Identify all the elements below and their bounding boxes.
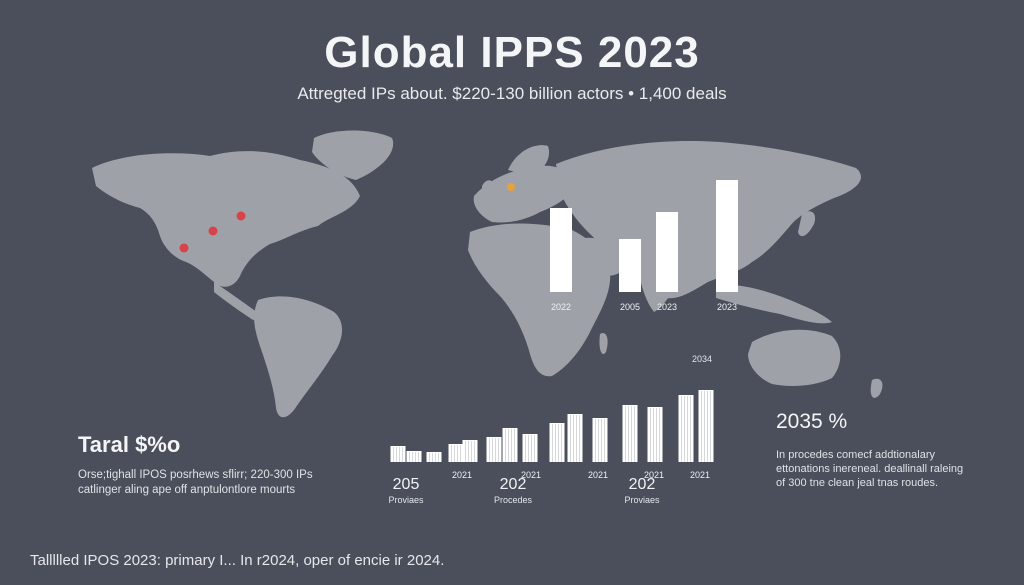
bottom-bar-11	[622, 405, 638, 462]
bottom-group-label-2: 202	[629, 476, 656, 493]
bottom-bar-9	[567, 414, 583, 462]
bottom-bar-14	[698, 390, 714, 462]
bottom-tick-label-4: 2021	[690, 470, 710, 480]
madagascar-landmass	[599, 332, 608, 354]
map-markers	[179, 183, 515, 253]
marker-west-coast	[179, 243, 189, 253]
scandinavia-landmass	[508, 145, 550, 176]
bottom-group-caption-2: Proviaes	[624, 495, 660, 505]
bottom-bar-8	[549, 423, 565, 462]
bottom-bar-13	[678, 395, 694, 462]
bottom-chart-top-label: 2034	[692, 354, 712, 364]
bottom-bar-6	[502, 428, 518, 462]
footer-note: Tallllled IPOS 2023: primary I... In r20…	[30, 552, 445, 569]
top-bar-1	[619, 239, 641, 292]
bottom-bar-4	[462, 440, 478, 462]
australia-landmass	[748, 329, 841, 386]
chart-top: 2022 2005 2023 2023	[550, 180, 738, 312]
bottom-bar-12	[647, 407, 663, 462]
top-bar-label-2: 2023	[657, 302, 677, 312]
bottom-bar-3	[448, 444, 464, 462]
southeast-asia-islands	[716, 284, 832, 324]
africa-landmass	[468, 223, 611, 377]
uk-landmass	[482, 180, 494, 194]
north-america-landmass	[92, 151, 360, 287]
bottom-bar-1	[406, 451, 422, 462]
bottom-tick-label-1: 2021	[521, 470, 541, 480]
bottom-tick-label-2: 2021	[588, 470, 608, 480]
bottom-group-label-1: 202	[500, 476, 527, 493]
left-panel-text: Orse;tighall IPOS posrhews sflirr; 220-3…	[78, 469, 313, 496]
japan-landmass	[798, 211, 816, 237]
europe-landmass	[473, 165, 578, 223]
right-panel-text: In procedes comecf addtionalary ettonati…	[776, 449, 964, 489]
bottom-tick-label-3: 2021	[644, 470, 664, 480]
new-zealand-landmass	[870, 378, 883, 398]
left-panel-heading: Taral $%o	[78, 432, 181, 457]
right-panel: 2035 % In procedes comecf addtionalary e…	[776, 410, 966, 490]
page-title: Global IPPS 2023	[324, 28, 700, 77]
bottom-bar-7	[522, 434, 538, 462]
top-bar-label-0: 2022	[551, 302, 571, 312]
bottom-bar-2	[426, 452, 442, 462]
marker-midwest	[208, 226, 218, 236]
marker-europe	[507, 183, 515, 191]
left-panel: Taral $%o Orse;tighall IPOS posrhews sfl…	[78, 432, 338, 498]
top-bar-0	[550, 208, 572, 292]
chart-bottom: 2034 2021 2021 2021 2021 2021 205 Proviaes 202 Pr…	[388, 354, 714, 505]
bottom-group-caption-0: Proviaes	[388, 495, 424, 505]
top-bar-label-1: 2005	[620, 302, 640, 312]
south-america-landmass	[254, 296, 343, 418]
greenland-landmass	[312, 130, 394, 180]
central-america-landmass	[214, 282, 259, 321]
marker-northeast	[236, 211, 246, 221]
page-subtitle: Attregted IPs about. $220-130 billion ac…	[297, 84, 727, 103]
bottom-bar-5	[486, 437, 502, 462]
arabia-landmass	[584, 237, 628, 276]
bottom-bar-0	[390, 446, 406, 462]
right-panel-heading: 2035 %	[776, 410, 848, 433]
top-bar-2	[656, 212, 678, 292]
bottom-tick-label-0: 2021	[452, 470, 472, 480]
top-bar-label-3: 2023	[717, 302, 737, 312]
bottom-group-caption-1: Procedes	[494, 495, 533, 505]
bottom-group-label-0: 205	[393, 476, 420, 493]
top-bar-3	[716, 180, 738, 292]
bottom-bar-10	[592, 418, 608, 462]
